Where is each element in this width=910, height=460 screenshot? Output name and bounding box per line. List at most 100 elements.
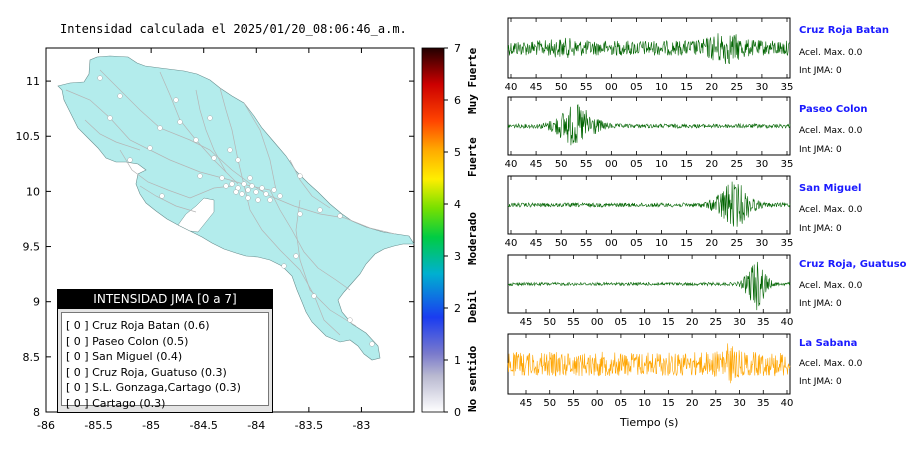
colorbar-tick-label: 5 <box>454 146 461 159</box>
waveform-tick-label: 45 <box>530 238 543 249</box>
waveform-tick-label: 25 <box>709 398 722 409</box>
waveform-tick-label: 30 <box>733 317 746 328</box>
waveform-tick-label: 05 <box>630 82 643 93</box>
waveform-tick-label: 10 <box>638 398 651 409</box>
station-accel: Acel. Max. 0.0 <box>799 126 863 136</box>
waveform-tick-label: 15 <box>662 317 675 328</box>
waveform-tick-label: 40 <box>781 398 794 409</box>
colorbar-ticks: 0 1 2 3 4 5 6 7 <box>444 42 461 419</box>
waveform-tick-label: 35 <box>781 238 794 249</box>
legend-item: [ 0 ] Cruz Roja Batan (0.6) <box>66 319 210 332</box>
waveform-trace <box>507 343 791 384</box>
waveform-tick-label: 00 <box>605 82 618 93</box>
colorbar-word-no-sentido: No sentido <box>466 345 479 412</box>
waveform-tick-label: 45 <box>530 82 543 93</box>
station-jma: Int JMA: 0 <box>799 377 842 387</box>
waveform-tick-label: 50 <box>543 317 556 328</box>
map-y-tick-label: 9 <box>33 296 40 309</box>
waveform-tick-label: 35 <box>757 398 770 409</box>
waveform-x-label: Tiempo (s) <box>620 416 679 429</box>
waveform-tick-label: 05 <box>615 398 628 409</box>
waveform-tick-label: 55 <box>580 82 593 93</box>
waveform-tick-label: 25 <box>730 238 743 249</box>
waveform-tick-label: 40 <box>505 82 518 93</box>
gulf-of-nicoya <box>177 197 215 233</box>
map-x-tick-label: -84 <box>247 419 265 432</box>
waveform-tick-label: 00 <box>591 317 604 328</box>
station-name: La Sabana <box>799 338 858 349</box>
waveform-tick-label: 35 <box>757 317 770 328</box>
map-y-tick-label: 10 <box>26 185 40 198</box>
waveform-tick-label: 10 <box>638 317 651 328</box>
map-y-ticks: 11 10.5 10 9.5 9 8.5 8 <box>16 75 414 419</box>
station-dots <box>97 75 375 347</box>
waveform-tick-label: 10 <box>655 82 668 93</box>
waveform-tick-label: 00 <box>605 159 618 170</box>
map-x-tick-label: -86 <box>37 419 55 432</box>
waveform-tick-label: 15 <box>680 159 693 170</box>
station-jma: Int JMA: 0 <box>799 145 842 155</box>
map-y-tick-label: 8 <box>33 406 40 419</box>
station-name: Cruz Roja, Guatuso <box>799 259 907 270</box>
road-network <box>65 69 396 336</box>
waveform-tick-label: 30 <box>756 82 769 93</box>
station-jma: Int JMA: 0 <box>799 224 842 234</box>
map-x-tick-label: -85 <box>142 419 160 432</box>
waveform-tick-label: 35 <box>781 82 794 93</box>
waveform-tick-label: 35 <box>781 159 794 170</box>
waveform-tick-label: 55 <box>580 238 593 249</box>
map-y-tick-label: 8.5 <box>23 351 41 364</box>
legend-item: [ 0 ] S.L. Gonzaga,Cartago (0.3) <box>66 381 241 394</box>
waveform-tick-label: 00 <box>605 238 618 249</box>
waveform-tick-label: 00 <box>591 398 604 409</box>
colorbar-tick-label: 0 <box>454 406 461 419</box>
waveform-tick-label: 10 <box>655 159 668 170</box>
station-jma: Int JMA: 0 <box>799 299 842 309</box>
waveform-tick-label: 50 <box>555 82 568 93</box>
colorbar-word-muy-fuerte: Muy Fuerte <box>466 47 479 114</box>
colorbar-word-debil: Debil <box>466 289 479 323</box>
waveform-tick-label: 40 <box>781 317 794 328</box>
station-accel: Acel. Max. 0.0 <box>799 48 863 58</box>
waveform-tick-label: 05 <box>615 317 628 328</box>
waveform-tick-label: 20 <box>705 238 718 249</box>
station-name: San Miguel <box>799 183 862 194</box>
waveform-tick-label: 50 <box>543 398 556 409</box>
waveform-tick-label: 15 <box>680 238 693 249</box>
waveform-tick-label: 45 <box>520 317 533 328</box>
waveform-tick-label: 55 <box>567 317 580 328</box>
map-y-tick-label: 11 <box>26 75 40 88</box>
colorbar-word-moderado: Moderado <box>466 212 479 265</box>
colorbar-tick-label: 1 <box>454 354 461 367</box>
waveform-tick-label: 40 <box>505 238 518 249</box>
waveform-tick-label: 55 <box>580 159 593 170</box>
waveform-tick-label: 40 <box>505 159 518 170</box>
country-shape <box>57 55 415 361</box>
waveform-trace <box>507 181 791 227</box>
station-name: Cruz Roja Batan <box>799 25 889 36</box>
colorbar-tick-label: 2 <box>454 302 461 315</box>
map-x-tick-label: -85.5 <box>84 419 112 432</box>
map-y-tick-label: 9.5 <box>23 241 41 254</box>
waveform-tick-label: 20 <box>705 82 718 93</box>
waveform-tick-label: 30 <box>733 398 746 409</box>
map-title: Intensidad calculada el 2025/01/20_08:06… <box>60 22 407 36</box>
waveform-trace <box>507 33 791 65</box>
waveform-tick-label: 20 <box>686 398 699 409</box>
station-name: Paseo Colon <box>799 104 868 115</box>
waveform-tick-label: 15 <box>662 398 675 409</box>
waveform-tick-label: 20 <box>686 317 699 328</box>
legend-item: [ 0 ] Cruz Roja, Guatuso (0.3) <box>66 365 227 379</box>
waveform-tick-label: 20 <box>705 159 718 170</box>
colorbar-tick-label: 7 <box>454 42 461 55</box>
waveform-tick-label: 05 <box>630 159 643 170</box>
colorbar-tick-label: 6 <box>454 94 461 107</box>
legend-title: INTENSIDAD JMA [0 a 7] <box>58 290 272 309</box>
waveform-tick-label: 45 <box>530 159 543 170</box>
colorbar-tick-label: 4 <box>454 198 461 211</box>
map-y-tick-label: 10.5 <box>16 130 41 143</box>
legend-item: [ 0 ] Cartago (0.3) <box>66 396 166 410</box>
waveform-tick-label: 25 <box>709 317 722 328</box>
waveform-tick-label: 15 <box>680 82 693 93</box>
